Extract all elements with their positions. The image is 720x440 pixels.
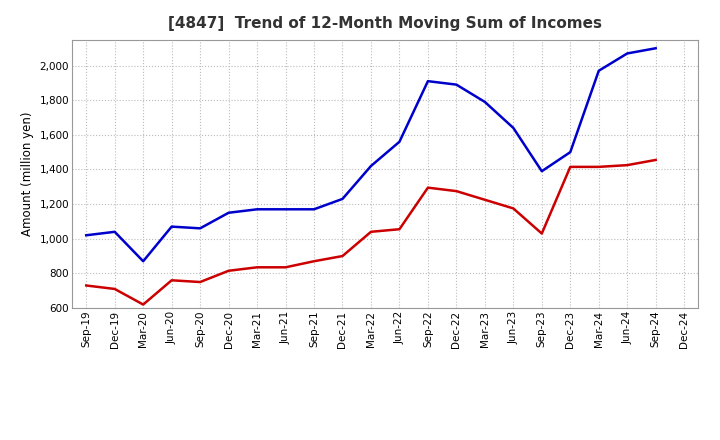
Ordinary Income: [338, 196, 347, 202]
Ordinary Income: [196, 226, 204, 231]
Ordinary Income: [452, 82, 461, 87]
Ordinary Income: [82, 233, 91, 238]
Net Income: [253, 265, 261, 270]
Net Income: [537, 231, 546, 236]
Ordinary Income: [395, 139, 404, 144]
Net Income: [623, 162, 631, 168]
Net Income: [595, 164, 603, 169]
Net Income: [110, 286, 119, 292]
Ordinary Income: [423, 78, 432, 84]
Line: Ordinary Income: Ordinary Income: [86, 48, 656, 261]
Net Income: [82, 283, 91, 288]
Net Income: [282, 265, 290, 270]
Ordinary Income: [310, 207, 318, 212]
Ordinary Income: [253, 207, 261, 212]
Net Income: [509, 206, 518, 211]
Y-axis label: Amount (million yen): Amount (million yen): [21, 112, 34, 236]
Net Income: [225, 268, 233, 273]
Ordinary Income: [225, 210, 233, 216]
Net Income: [652, 158, 660, 163]
Ordinary Income: [139, 259, 148, 264]
Ordinary Income: [366, 163, 375, 169]
Ordinary Income: [110, 229, 119, 235]
Net Income: [423, 185, 432, 190]
Net Income: [338, 253, 347, 259]
Net Income: [366, 229, 375, 235]
Ordinary Income: [167, 224, 176, 229]
Ordinary Income: [595, 68, 603, 73]
Ordinary Income: [652, 46, 660, 51]
Line: Net Income: Net Income: [86, 160, 656, 304]
Ordinary Income: [480, 99, 489, 105]
Ordinary Income: [566, 150, 575, 155]
Net Income: [139, 302, 148, 307]
Net Income: [196, 279, 204, 285]
Title: [4847]  Trend of 12-Month Moving Sum of Incomes: [4847] Trend of 12-Month Moving Sum of I…: [168, 16, 602, 32]
Net Income: [310, 259, 318, 264]
Net Income: [167, 278, 176, 283]
Net Income: [566, 164, 575, 169]
Net Income: [452, 188, 461, 194]
Ordinary Income: [623, 51, 631, 56]
Net Income: [395, 227, 404, 232]
Net Income: [480, 197, 489, 202]
Ordinary Income: [509, 125, 518, 131]
Ordinary Income: [537, 169, 546, 174]
Ordinary Income: [282, 207, 290, 212]
